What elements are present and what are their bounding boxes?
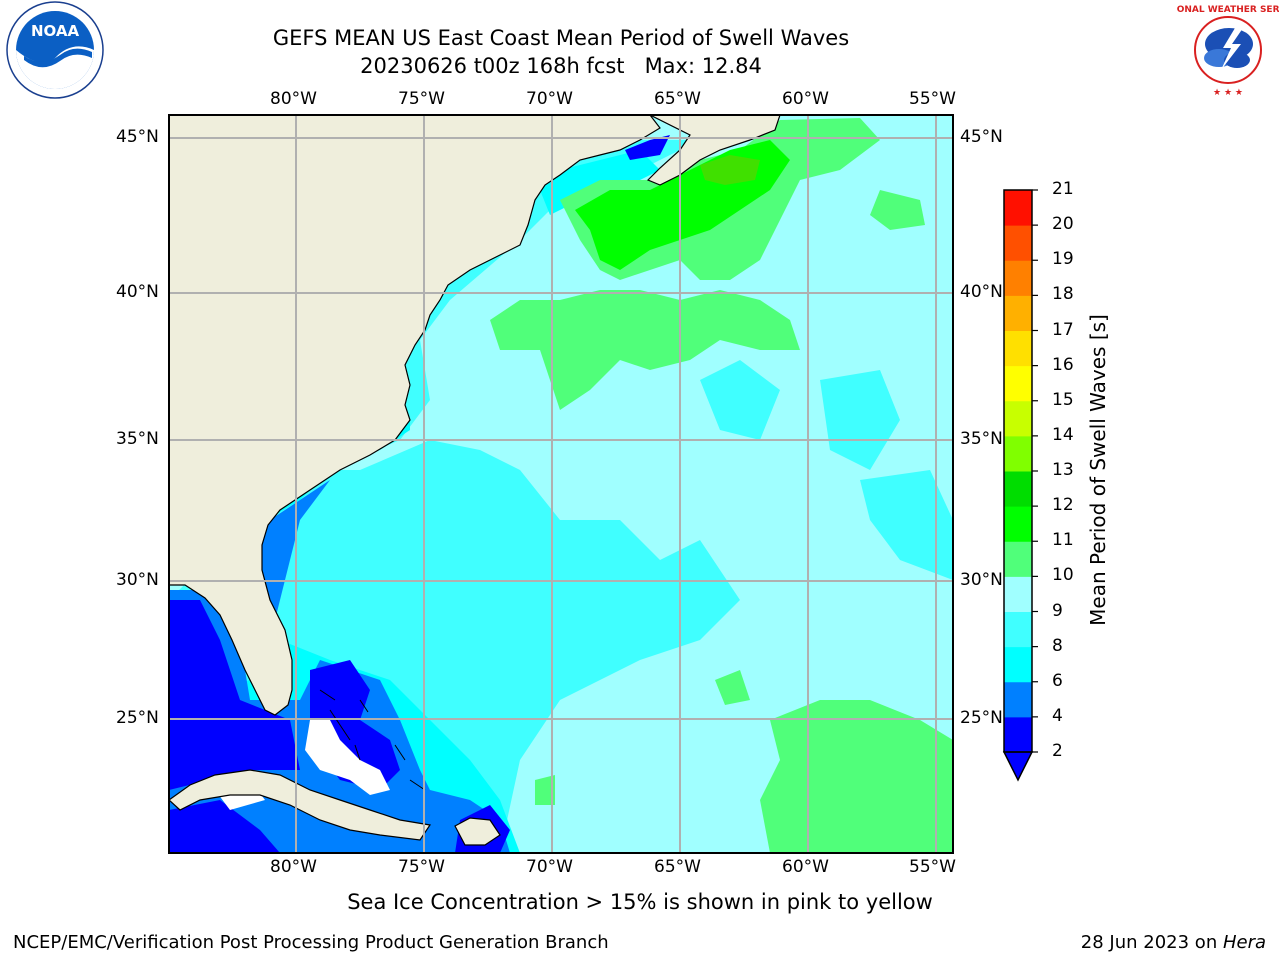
colorbar-segment [1004, 295, 1032, 331]
colorbar-tick-label: 4 [1052, 705, 1063, 726]
contour-8-9-patch-c [860, 470, 953, 580]
contour-8-9-patch-a [700, 360, 780, 440]
lon-label-bottom-65w: 65°W [654, 857, 701, 877]
colorbar-tick-label: 6 [1052, 670, 1063, 691]
footer-date: 28 Jun 2023 on Hera [1081, 932, 1266, 953]
sea-ice-note: Sea Ice Concentration > 15% is shown in … [347, 890, 933, 914]
colorbar-tick-label: 18 [1052, 284, 1074, 305]
svg-text:★ ★ ★: ★ ★ ★ [1213, 88, 1243, 98]
footer-host: Hera [1222, 932, 1266, 953]
colorbar-tick-label: 20 [1052, 214, 1074, 235]
contour-11-12-core [700, 155, 760, 185]
colorbar-label: Mean Period of Swell Waves [s] [1086, 314, 1110, 626]
no-data-bahamas [305, 720, 390, 795]
lon-label-bottom-80w: 80°W [270, 857, 317, 877]
land-hispaniola [454, 817, 501, 846]
contour-9-10-mid-b [535, 775, 555, 805]
colorbar-tick-label: 16 [1052, 354, 1074, 375]
noaa-logo: NOAA [6, 1, 104, 99]
map-frame [168, 114, 954, 854]
contour-9-10-north [490, 290, 800, 410]
lat-label-right-30n: 30°N [960, 570, 1003, 590]
colorbar-tick-label: 11 [1052, 530, 1074, 551]
colorbar-segment [1004, 190, 1032, 226]
contour-9-10-mid-a [715, 670, 750, 705]
map-title: GEFS MEAN US East Coast Mean Period of S… [272, 26, 850, 50]
colorbar-tick-label: 9 [1052, 600, 1063, 621]
contour-2-4-gulf [169, 600, 300, 790]
colorbar-segment [1004, 365, 1032, 402]
colorbar-segment [1004, 646, 1032, 683]
contour-8-9-patch-b [820, 370, 900, 470]
colorbar-segment [1004, 716, 1032, 753]
lat-label-left-45n: 45°N [116, 127, 159, 147]
lon-label-top-70w: 70°W [526, 89, 573, 109]
colorbar-segment [1004, 506, 1032, 542]
lon-label-bottom-70w: 70°W [526, 857, 573, 877]
lon-label-top-65w: 65°W [654, 89, 701, 109]
colorbar-segment [1004, 400, 1032, 437]
colorbar-segment [1004, 681, 1032, 718]
colorbar-tick-label: 17 [1052, 319, 1074, 340]
footer-date-text: 28 Jun 2023 on [1080, 932, 1223, 953]
map-field [169, 115, 953, 853]
colorbar-segment [1004, 435, 1032, 472]
lat-label-left-40n: 40°N [116, 282, 159, 302]
contour-4-6-se-coast [255, 480, 330, 640]
colorbar-segment [1004, 576, 1032, 612]
colorbar-segment [1004, 541, 1032, 577]
colorbar-tick-label: 15 [1052, 389, 1074, 410]
lon-label-top-75w: 75°W [398, 89, 445, 109]
colorbar-segment [1004, 471, 1032, 507]
contour-9-10-ne [870, 190, 925, 230]
lon-label-bottom-60w: 60°W [782, 857, 829, 877]
lon-label-top-80w: 80°W [270, 89, 317, 109]
colorbar-segment [1004, 330, 1032, 367]
noaa-logo-text: NOAA [31, 22, 80, 40]
land-bahamas [319, 689, 426, 791]
colorbar [1002, 189, 1038, 782]
lat-label-right-40n: 40°N [960, 282, 1003, 302]
lat-label-right-25n: 25°N [960, 708, 1003, 728]
lon-label-bottom-75w: 75°W [398, 857, 445, 877]
lon-label-top-60w: 60°W [782, 89, 829, 109]
lon-label-bottom-55w: 55°W [909, 857, 956, 877]
colorbar-tick-label: 13 [1052, 460, 1074, 480]
colorbar-under-arrow [1002, 751, 1034, 782]
graticule [169, 115, 953, 853]
colorbar-tick-label: 2 [1052, 741, 1063, 761]
colorbar-tick-label: 12 [1052, 495, 1074, 516]
colorbar-tick-label: 21 [1052, 179, 1074, 199]
lat-label-left-25n: 25°N [116, 708, 159, 728]
colorbar-segment [1004, 225, 1032, 261]
colorbar-tick-label: 14 [1052, 424, 1074, 445]
colorbar-tick-label: 8 [1052, 635, 1063, 656]
lat-label-left-35n: 35°N [116, 429, 159, 449]
colorbar-tick-label: 19 [1052, 249, 1074, 270]
contour-2-4-nova-scotia [625, 135, 670, 160]
contour-9-10-se [760, 700, 953, 853]
colorbar-tick-label: 10 [1052, 565, 1074, 586]
colorbar-segment [1004, 611, 1032, 648]
map-subtitle: 20230626 t00z 168h fcst Max: 12.84 [360, 54, 762, 78]
lat-label-left-30n: 30°N [116, 570, 159, 590]
lon-label-top-55w: 55°W [909, 89, 956, 109]
lat-label-right-35n: 35°N [960, 429, 1003, 449]
footer-credit: NCEP/EMC/Verification Post Processing Pr… [13, 932, 609, 953]
contour-2-4-carib [169, 800, 280, 853]
nws-logo-text: NATIONAL WEATHER SERVICE [1177, 5, 1279, 15]
lat-label-right-45n: 45°N [960, 127, 1003, 147]
colorbar-segment [1004, 260, 1032, 296]
nws-logo: NATIONAL WEATHER SERVICE ★ ★ ★ [1177, 2, 1279, 98]
